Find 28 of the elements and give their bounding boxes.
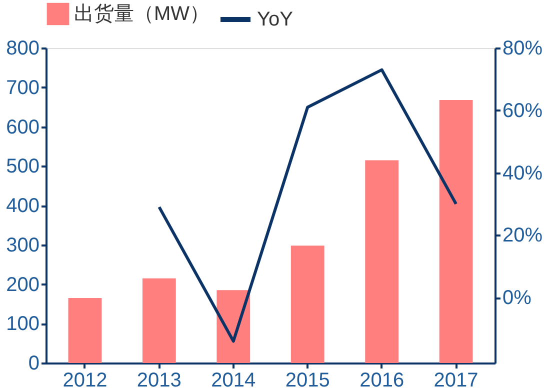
y-tick-label: 600 [6,116,40,138]
bar [142,278,176,363]
x-tick-label: 2014 [211,370,256,392]
y2-tick-label: 40% [502,162,543,184]
y2-tick-label: 0% [502,287,532,310]
y-tick-label: 300 [6,234,40,256]
y-tick-label: 800 [6,38,40,60]
legend-label: YoY [257,8,293,30]
y2-tick-label: 60% [502,100,543,122]
y-tick-label: 200 [6,274,40,296]
x-tick-label: 2017 [434,370,478,392]
x-tick-label: 2012 [62,370,108,392]
y-tick-label: 100 [6,313,40,336]
y-tick-label: 0 [28,352,40,374]
y-tick-label: 500 [6,156,40,178]
bar [365,160,399,363]
bar [439,100,473,363]
y-tick-label: 400 [6,195,40,217]
bar [290,246,324,363]
bar [68,298,102,363]
line-series [158,68,458,343]
legend-label: 出货量（MW） [74,3,210,25]
x-tick-label: 2016 [360,370,404,392]
y2-tick-label: 20% [502,224,543,247]
x-tick-label: 2013 [136,370,182,392]
y2-tick-label: 80% [502,38,543,60]
y-tick-label: 700 [6,76,40,99]
x-tick-label: 2015 [285,370,330,392]
